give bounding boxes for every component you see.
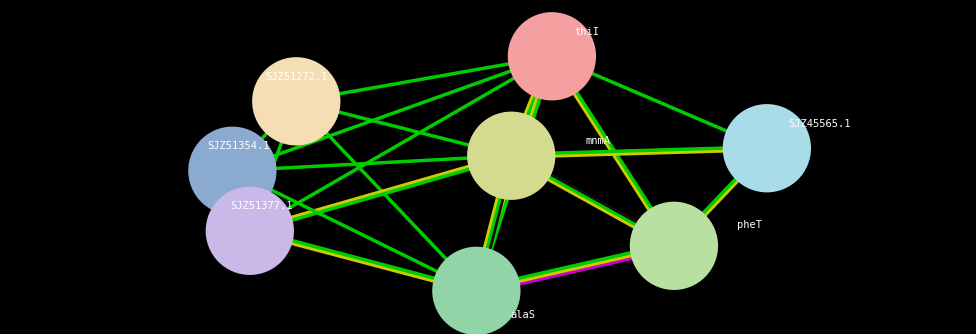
Text: SJZ51354.1: SJZ51354.1 <box>207 141 269 151</box>
Text: SJZ45565.1: SJZ45565.1 <box>788 119 850 129</box>
Ellipse shape <box>508 12 596 101</box>
Text: alaS: alaS <box>510 310 536 320</box>
Ellipse shape <box>432 247 520 334</box>
Ellipse shape <box>722 104 811 192</box>
Ellipse shape <box>468 112 555 200</box>
Text: mnmA: mnmA <box>586 136 611 146</box>
Ellipse shape <box>188 127 276 215</box>
Text: SJZ51272.1: SJZ51272.1 <box>265 72 328 82</box>
Text: SJZ51377.1: SJZ51377.1 <box>230 201 293 211</box>
Text: thiI: thiI <box>574 27 599 37</box>
Ellipse shape <box>252 57 341 146</box>
Text: pheT: pheT <box>737 220 762 230</box>
Ellipse shape <box>206 187 294 275</box>
Ellipse shape <box>630 202 718 290</box>
